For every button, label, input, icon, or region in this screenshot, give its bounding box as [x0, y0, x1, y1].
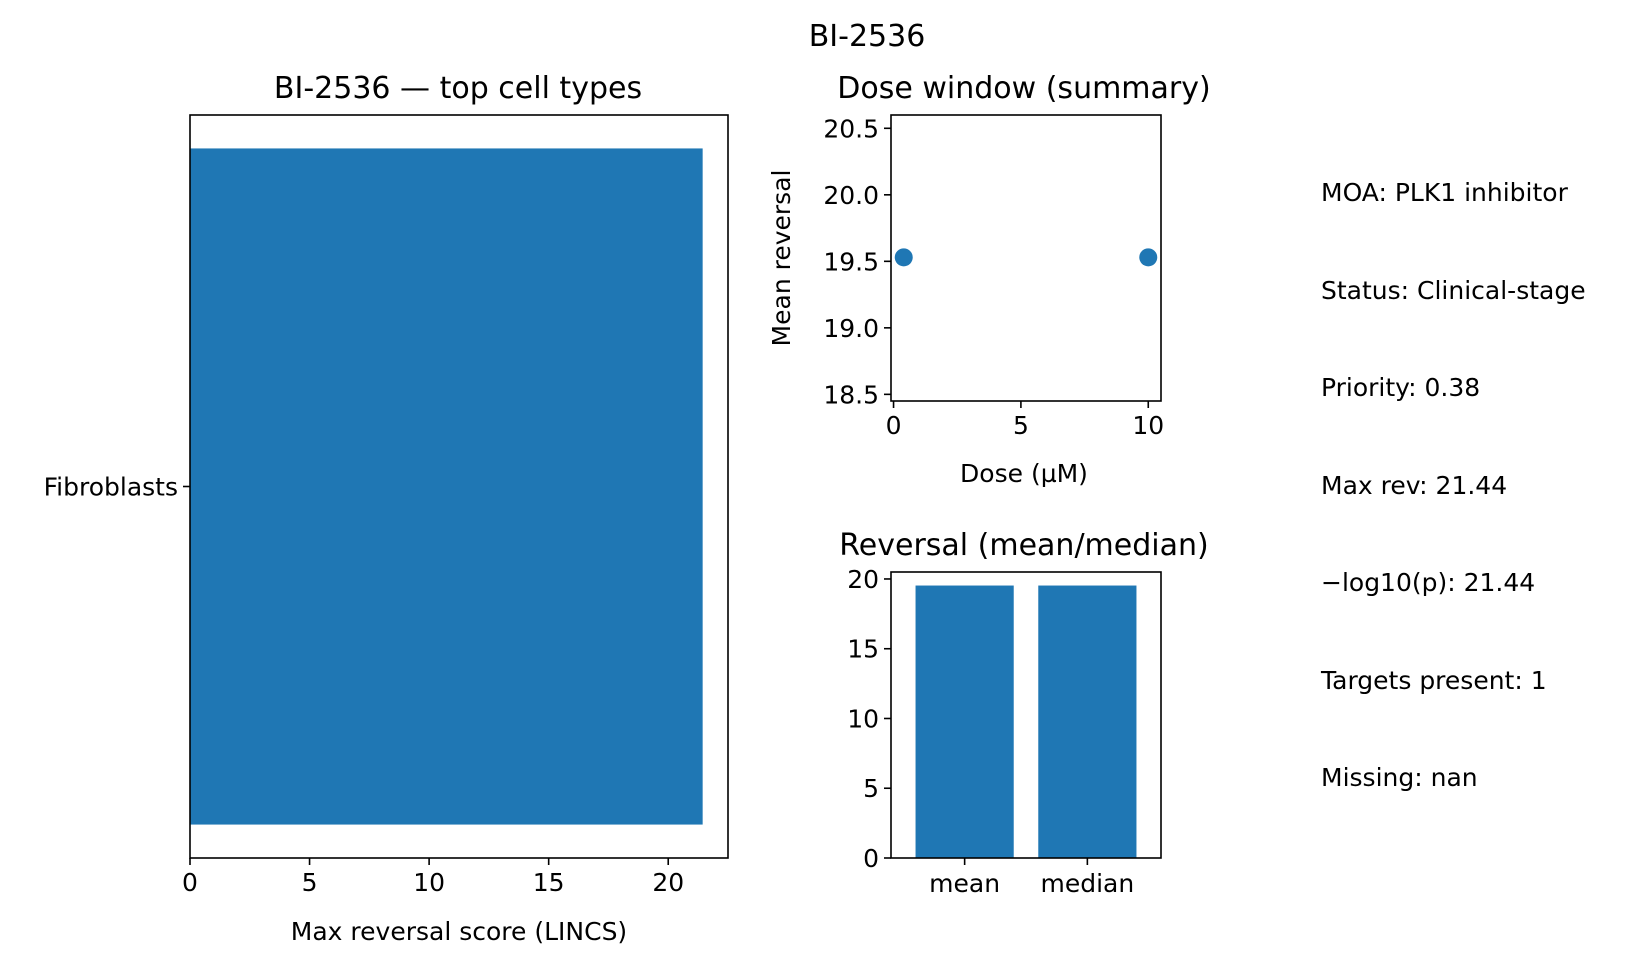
- x-tick-label: 10: [1132, 411, 1164, 440]
- bar-median: [1038, 585, 1137, 858]
- x-tick-label: 0: [886, 411, 902, 440]
- info-max-rev: Max rev: 21.44: [1321, 470, 1508, 500]
- info-moa: MOA: PLK1 inhibitor: [1321, 178, 1568, 207]
- panel2-title: Dose window (summary): [837, 71, 1210, 106]
- x-tick-label: 0: [182, 868, 198, 897]
- figure-title: BI-2536: [809, 19, 926, 54]
- x-tick-label: 15: [533, 868, 565, 897]
- panel2-x-axis-label: Dose (µM): [960, 459, 1088, 488]
- panel-reversal-mean-median: Reversal (mean/median) mean median 0 5 10 15…: [839, 528, 1208, 898]
- x-tick-label: median: [1041, 869, 1135, 898]
- info-neglog10p: −log10(p): 21.44: [1321, 568, 1536, 597]
- bar-mean: [915, 585, 1014, 858]
- x-tick-label: 10: [413, 868, 445, 897]
- y-tick-label: 19.0: [823, 314, 879, 343]
- x-tick-label: 20: [652, 868, 684, 897]
- bar-fibroblasts: [190, 148, 703, 825]
- panel2-y-axis-label: Mean reversal: [767, 170, 796, 347]
- y-tick-label: 20.0: [823, 181, 879, 210]
- x-tick-label: mean: [929, 869, 1000, 898]
- y-tick-label: 18.5: [823, 380, 879, 409]
- y-tick-label: Fibroblasts: [44, 473, 178, 502]
- y-tick-label: 10: [847, 704, 879, 733]
- info-missing: Missing: nan: [1321, 763, 1478, 792]
- info-targets-present: Targets present: 1: [1321, 665, 1547, 695]
- panel1-x-axis-label: Max reversal score (LINCS): [291, 917, 627, 946]
- x-tick-label: 5: [302, 868, 318, 897]
- y-tick-label: 19.5: [823, 247, 879, 276]
- panel-dose-window: Dose window (summary) 0 5 10 18.5 19.0 19.5 2…: [767, 71, 1211, 488]
- data-point: [1139, 248, 1158, 267]
- panel3-title: Reversal (mean/median): [839, 528, 1208, 563]
- y-tick-label: 20.5: [823, 114, 879, 143]
- panel1-axes-frame: [189, 114, 729, 859]
- y-tick-label: 15: [847, 635, 879, 664]
- y-tick-label: 20: [847, 565, 879, 594]
- data-point: [894, 248, 913, 267]
- panel1-title: BI-2536 — top cell types: [274, 71, 642, 106]
- info-priority: Priority: 0.38: [1321, 373, 1481, 402]
- info-status: Status: Clinical-stage: [1321, 275, 1586, 305]
- y-tick-label: 0: [863, 844, 879, 873]
- y-tick-label: 5: [863, 774, 879, 803]
- panel-top-cell-types: BI-2536 — top cell types 0 5 10 15 20 Fibrob…: [44, 71, 729, 946]
- panel3-axes-frame: [890, 571, 1162, 859]
- x-tick-label: 5: [1013, 411, 1029, 440]
- drug-info-panel: MOA: PLK1 inhibitor Status: Clinical-sta…: [1321, 112, 1586, 827]
- panel2-axes-frame: [890, 114, 1162, 402]
